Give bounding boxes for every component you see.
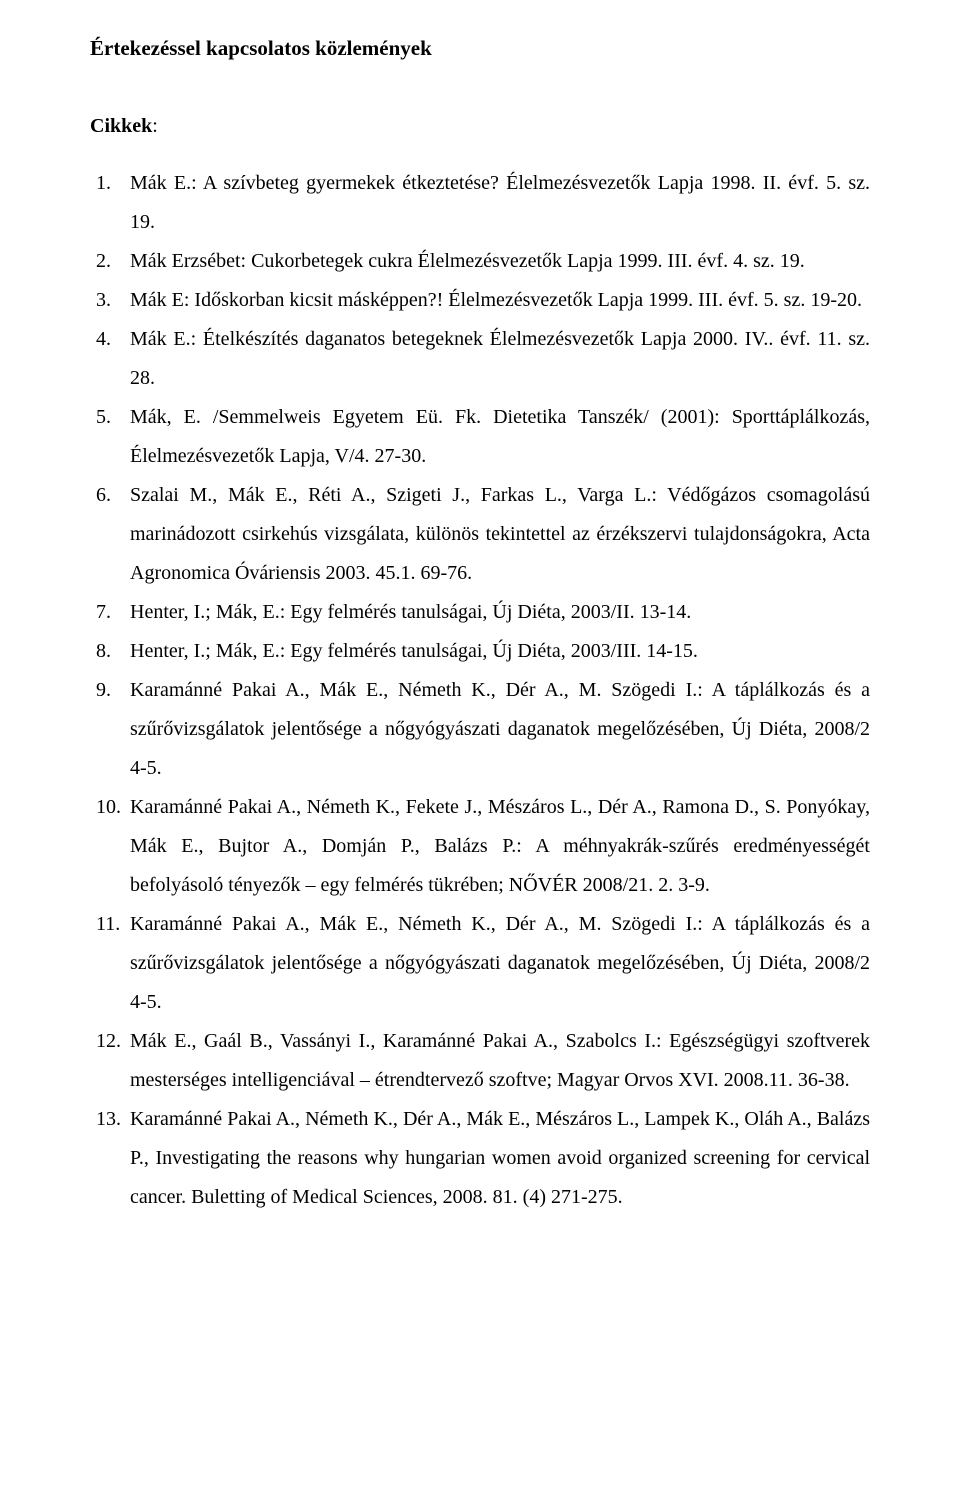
list-item: Karamánné Pakai A., Mák E., Németh K., D… <box>90 671 870 788</box>
list-item: Mák E.: Ételkészítés daganatos betegekne… <box>90 320 870 398</box>
section-label-bold: Cikkek <box>90 115 152 137</box>
list-item: Karamánné Pakai A., Németh K., Dér A., M… <box>90 1100 870 1217</box>
list-item: Karamánné Pakai A., Németh K., Fekete J.… <box>90 788 870 905</box>
list-item: Mák E: Időskorban kicsit másképpen?! Éle… <box>90 281 870 320</box>
list-item: Henter, I.; Mák, E.: Egy felmérés tanuls… <box>90 632 870 671</box>
document-page: Értekezéssel kapcsolatos közlemények Cik… <box>0 0 960 1487</box>
list-item: Szalai M., Mák E., Réti A., Szigeti J., … <box>90 476 870 593</box>
list-item: Mák E.: A szívbeteg gyermekek étkeztetés… <box>90 164 870 242</box>
page-title: Értekezéssel kapcsolatos közlemények <box>90 28 870 69</box>
section-label: Cikkek: <box>90 107 870 146</box>
list-item: Henter, I.; Mák, E.: Egy felmérés tanuls… <box>90 593 870 632</box>
section-label-colon: : <box>152 115 158 137</box>
list-item: Mák, E. /Semmelweis Egyetem Eü. Fk. Diet… <box>90 398 870 476</box>
list-item: Mák Erzsébet: Cukorbetegek cukra Élelmez… <box>90 242 870 281</box>
list-item: Karamánné Pakai A., Mák E., Németh K., D… <box>90 905 870 1022</box>
list-item: Mák E., Gaál B., Vassányi I., Karamánné … <box>90 1022 870 1100</box>
reference-list: Mák E.: A szívbeteg gyermekek étkeztetés… <box>90 164 870 1217</box>
